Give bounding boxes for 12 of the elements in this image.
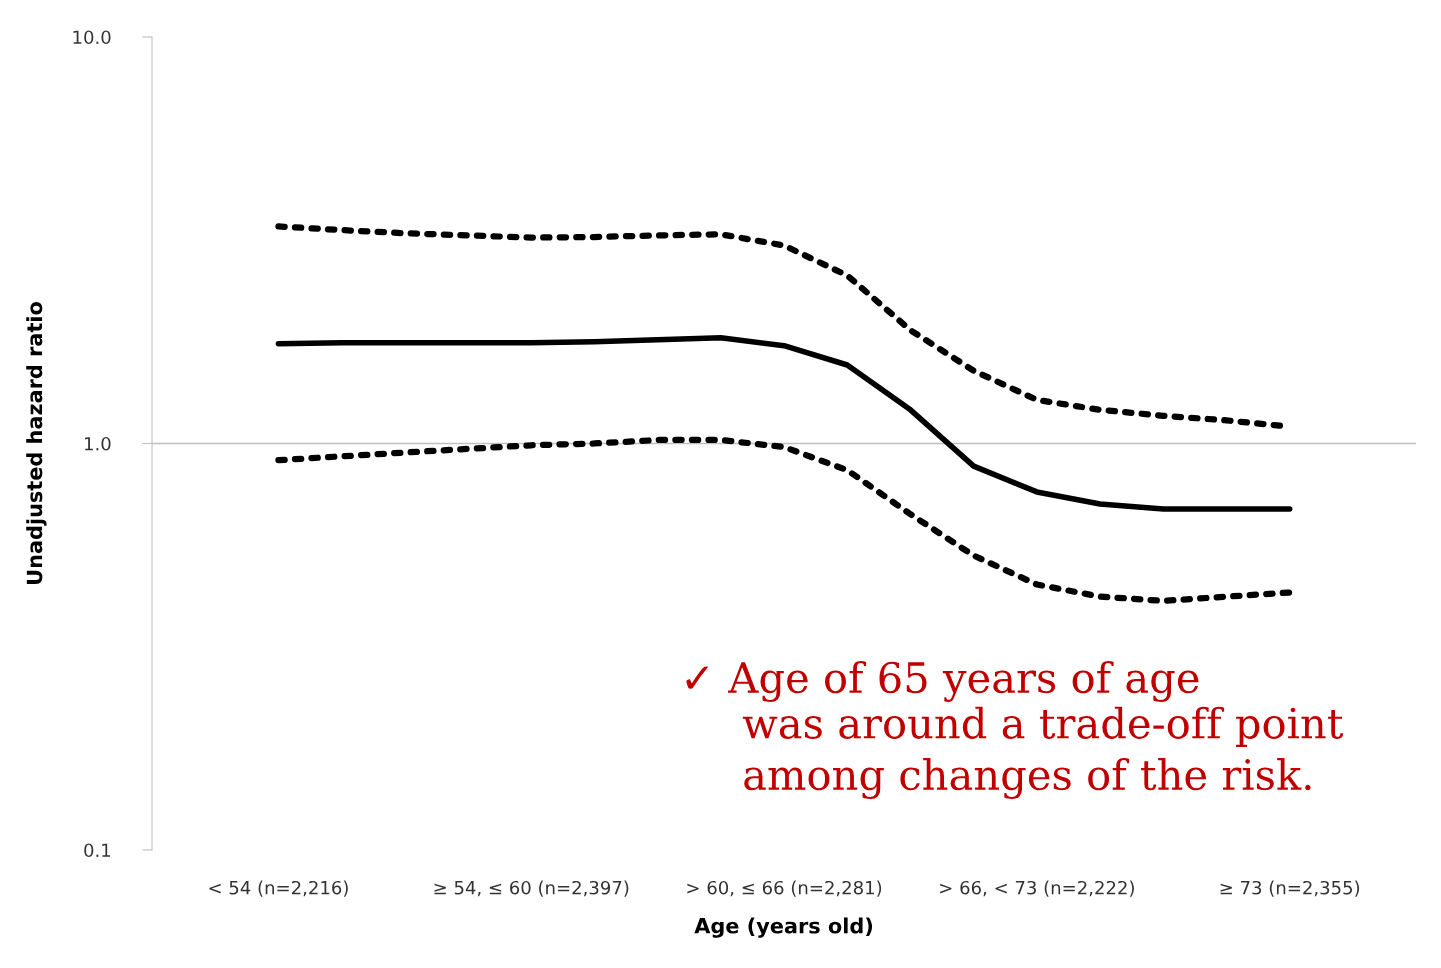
y-tick-label: 0.1 [84, 843, 111, 858]
y-axis-title: Unadjusted hazard ratio [26, 302, 47, 584]
y-tick-label: 1.0 [85, 436, 111, 451]
x-tick-label: < 54 (n=2,216) [209, 880, 348, 897]
x-tick-label: > 60, ≤ 66 (n=2,281) [687, 880, 882, 897]
annotation: ✓ Age of 65 years of age [686, 661, 1199, 702]
y-tick-label: 10.0 [73, 30, 111, 45]
x-axis-title: Age (years old) [694, 917, 873, 938]
x-tick-label: ≥ 73 (n=2,355) [1220, 880, 1360, 897]
x-tick-label: > 66, < 73 (n=2,222) [940, 880, 1134, 897]
x-tick-label: ≥ 54, ≤ 60 (n=2,397) [434, 880, 629, 897]
annotation: was around a trade-off point among changes of the risk. [742, 706, 1344, 799]
